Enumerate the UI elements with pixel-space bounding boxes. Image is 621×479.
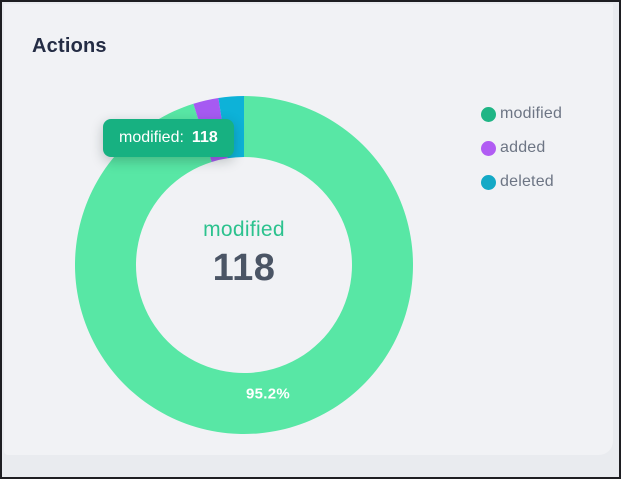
legend-item-modified[interactable]: modified	[481, 97, 562, 131]
tooltip-label: modified:	[119, 129, 184, 146]
legend-label-added: added	[500, 139, 546, 156]
legend-dot-added	[481, 140, 496, 156]
actions-card: Actions modified 118 95.2% modified: 118…	[4, 4, 613, 455]
donut-segment-modified[interactable]	[75, 96, 414, 434]
chart-tooltip: modified: 118	[103, 119, 234, 157]
card-title: Actions	[32, 35, 107, 57]
segment-percentage-label: 95.2%	[245, 385, 291, 403]
legend-label-deleted: deleted	[500, 173, 554, 190]
legend-dot-modified	[481, 106, 496, 122]
legend-dot-deleted	[481, 174, 496, 190]
legend-label-modified: modified	[500, 105, 563, 122]
legend-item-added[interactable]: added	[481, 131, 562, 165]
legend-item-deleted[interactable]: deleted	[481, 165, 562, 199]
tooltip-value: 118	[191, 129, 218, 146]
legend: modified added deleted	[481, 97, 562, 199]
